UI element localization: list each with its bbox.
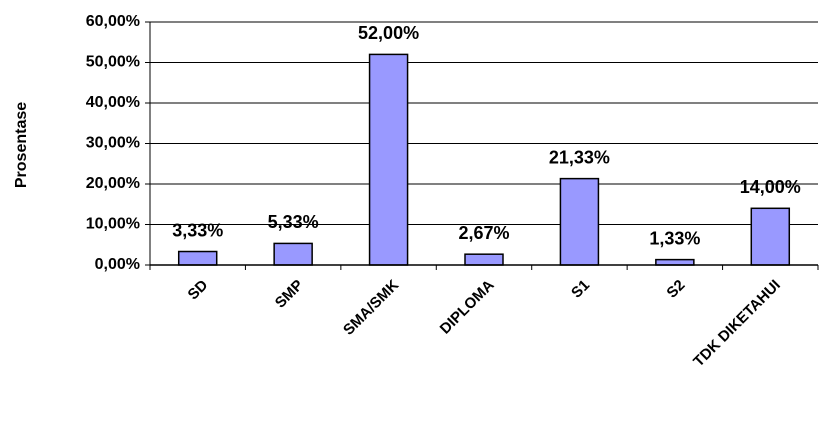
bar (655, 258, 695, 266)
y-tick-label: 50,00% (86, 54, 140, 71)
bar (177, 250, 218, 266)
y-tick-label: 20,00% (86, 175, 140, 192)
value-label: 5,33% (268, 212, 319, 232)
bar (559, 177, 600, 266)
y-axis-label: Prosentase (13, 102, 30, 188)
bar (750, 207, 791, 266)
value-label: 21,33% (549, 147, 610, 167)
bar (368, 53, 409, 266)
x-tick-label: SD (185, 277, 212, 304)
bar (273, 242, 313, 266)
x-tick-label: DIPLOMA (437, 277, 498, 338)
y-tick-label: 0,00% (95, 256, 140, 273)
y-tick-label: 40,00% (86, 94, 140, 111)
value-label: 14,00% (740, 177, 801, 197)
x-tick-label: TDK DIKETAHUI (690, 277, 784, 371)
y-tick-label: 60,00% (86, 13, 140, 30)
x-tick-label: S1 (568, 277, 593, 302)
bar (464, 253, 504, 266)
value-label: 52,00% (358, 23, 419, 43)
x-tick-label: SMA/SMK (340, 277, 402, 339)
y-tick-label: 10,00% (86, 216, 140, 233)
value-label: 1,33% (649, 228, 700, 248)
value-label: 2,67% (458, 223, 509, 243)
value-label: 3,33% (172, 220, 223, 240)
x-tick-label: SMP (272, 277, 307, 312)
y-tick-label: 30,00% (86, 135, 140, 152)
x-tick-label: S2 (663, 277, 688, 302)
